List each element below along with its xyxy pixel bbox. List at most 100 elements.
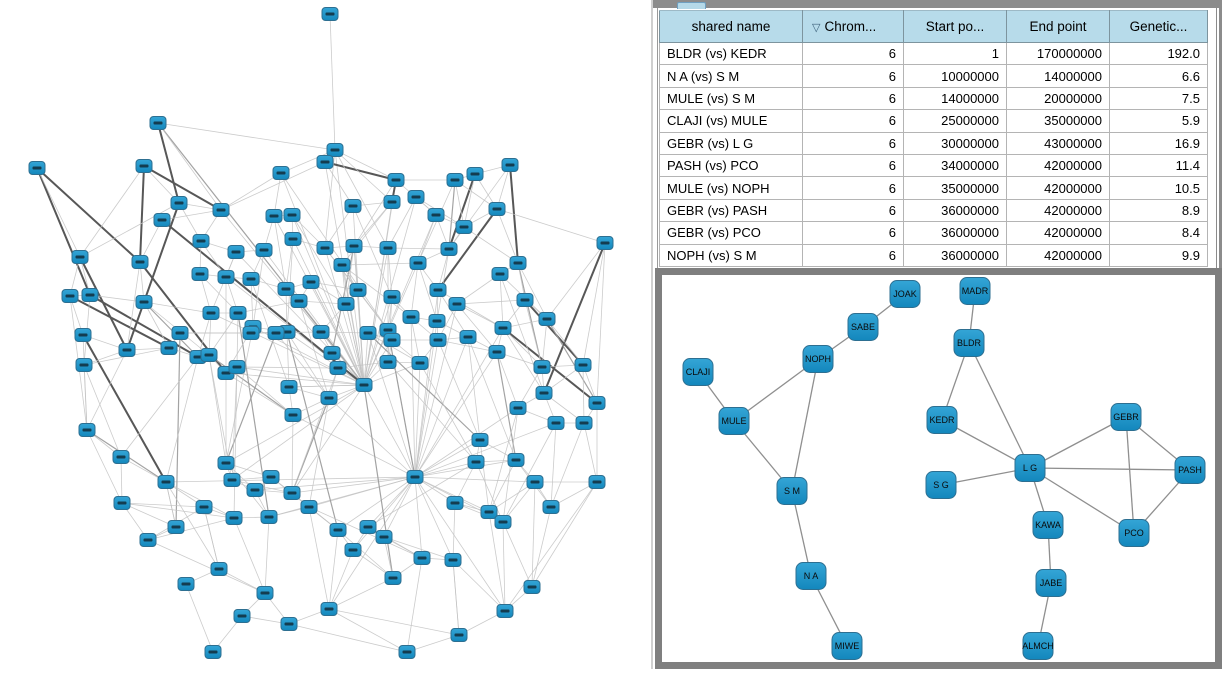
network-node-kedr[interactable] [926, 406, 958, 434]
cell-shared-name[interactable]: PASH (vs) PCO [659, 153, 803, 178]
cell-value[interactable]: 6.6 [1109, 64, 1208, 88]
node-label-sg: S G [933, 480, 949, 490]
table-row[interactable]: GEBR (vs) PCO 6 36000000 42000000 8.4 [659, 221, 1208, 245]
network-node-mule[interactable] [718, 407, 750, 435]
cell-value[interactable]: 11.4 [1109, 153, 1208, 178]
network-edge-noph-sm[interactable] [791, 358, 819, 492]
cell-value[interactable]: 6 [802, 131, 904, 155]
table-row[interactable]: PASH (vs) PCO 6 34000000 42000000 11.4 [659, 153, 1208, 178]
cell-value[interactable]: 30000000 [903, 131, 1007, 155]
network-node-jabe[interactable] [1035, 569, 1067, 597]
cell-value[interactable]: 36000000 [903, 198, 1007, 223]
cell-value[interactable]: 6 [802, 221, 904, 245]
cell-shared-name[interactable]: N A (vs) S M [659, 64, 803, 88]
network-edge-lg-gebr[interactable] [1029, 416, 1127, 469]
cell-value[interactable]: 6 [802, 198, 904, 223]
cell-shared-name[interactable]: GEBR (vs) L G [659, 131, 803, 155]
cell-value[interactable]: 43000000 [1006, 131, 1110, 155]
cell-value[interactable]: 42000000 [1006, 221, 1110, 245]
cell-value[interactable]: 14000000 [1006, 64, 1110, 88]
cell-value[interactable]: 35000000 [1006, 109, 1110, 133]
network-node-noph[interactable] [802, 345, 834, 373]
cell-value[interactable]: 16.9 [1109, 131, 1208, 155]
network-node-almch[interactable] [1022, 632, 1054, 660]
cell-value[interactable]: 10.5 [1109, 176, 1208, 200]
cell-value[interactable]: 170000000 [1006, 41, 1110, 66]
table-panel-tab[interactable] [677, 2, 706, 9]
network-node-claji[interactable] [682, 358, 714, 386]
network-edge-bldr-lg[interactable] [968, 342, 1031, 469]
table-row[interactable]: BLDR (vs) KEDR 6 1 170000000 192.0 [659, 41, 1208, 66]
cell-shared-name[interactable]: MULE (vs) NOPH [659, 176, 803, 200]
cell-value[interactable]: 6 [802, 176, 904, 200]
cell-value[interactable]: 6 [802, 64, 904, 88]
cell-value[interactable]: 6 [802, 86, 904, 111]
network-edge-lg-pash[interactable] [1029, 467, 1191, 471]
network-node-joak[interactable] [889, 280, 921, 308]
cell-value[interactable]: 25000000 [903, 109, 1007, 133]
column-header-chrom-[interactable]: ▽ Chrom... [802, 10, 904, 43]
panel-splitter[interactable] [651, 0, 653, 669]
cell-value[interactable]: 192.0 [1109, 41, 1208, 66]
cell-value[interactable]: 42000000 [1006, 198, 1110, 223]
table-row[interactable]: GEBR (vs) L G 6 30000000 43000000 16.9 [659, 131, 1208, 155]
table-row[interactable]: MULE (vs) S M 6 14000000 20000000 7.5 [659, 86, 1208, 111]
cell-value[interactable]: 20000000 [1006, 86, 1110, 111]
cell-shared-name[interactable]: NOPH (vs) S M [659, 243, 803, 267]
cell-value[interactable]: 34000000 [903, 153, 1007, 178]
cell-value[interactable]: 6 [802, 109, 904, 133]
cell-value[interactable]: 10000000 [903, 64, 1007, 88]
network-node-miwe[interactable] [831, 632, 863, 660]
cell-value[interactable]: 42000000 [1006, 176, 1110, 200]
cell-value[interactable]: 14000000 [903, 86, 1007, 111]
table-row[interactable]: GEBR (vs) PASH 6 36000000 42000000 8.9 [659, 198, 1208, 223]
network-edge [121, 502, 235, 519]
network-node-na[interactable] [795, 562, 827, 590]
column-header-end-point[interactable]: End point [1006, 10, 1110, 43]
subnetwork-canvas[interactable]: JOAK SABE NOPH CLAJI MULE S M N A MIWE MADR BLDR K… [662, 275, 1215, 662]
network-node-sabe[interactable] [847, 313, 879, 341]
table-row[interactable]: MULE (vs) NOPH 6 35000000 42000000 10.5 [659, 176, 1208, 200]
table-row[interactable]: NOPH (vs) S M 6 36000000 42000000 9.9 [659, 243, 1208, 267]
network-node-lg[interactable] [1014, 454, 1046, 482]
network-node-kawa[interactable] [1032, 511, 1064, 539]
column-header-shared-name[interactable]: shared name [659, 10, 803, 43]
network-edge-lg-pco[interactable] [1029, 467, 1135, 534]
network-node-gebr[interactable] [1110, 403, 1142, 431]
cell-value[interactable]: 6 [802, 243, 904, 267]
network-edge [147, 539, 266, 594]
cell-value[interactable]: 7.5 [1109, 86, 1208, 111]
cell-value[interactable]: 35000000 [903, 176, 1007, 200]
table-row[interactable]: N A (vs) S M 6 10000000 14000000 6.6 [659, 64, 1208, 88]
network-node-pco[interactable] [1118, 519, 1150, 547]
cell-shared-name[interactable]: CLAJI (vs) MULE [659, 109, 803, 133]
network-node-sm[interactable] [776, 477, 808, 505]
cell-value[interactable]: 6 [802, 41, 904, 66]
overview-network-canvas[interactable] [0, 0, 652, 669]
cell-value[interactable]: 36000000 [903, 243, 1007, 267]
network-node-pash[interactable] [1174, 456, 1206, 484]
cell-shared-name[interactable]: BLDR (vs) KEDR [659, 41, 803, 66]
network-edge-sm-na[interactable] [791, 490, 812, 577]
cell-value[interactable]: 5.9 [1109, 109, 1208, 133]
cell-value[interactable]: 36000000 [903, 221, 1007, 245]
cell-value[interactable]: 9.9 [1109, 243, 1208, 267]
cell-value[interactable]: 8.9 [1109, 198, 1208, 223]
cell-shared-name[interactable]: GEBR (vs) PASH [659, 198, 803, 223]
filter-icon[interactable]: ▽ [812, 22, 821, 34]
network-node-madr[interactable] [959, 277, 991, 305]
network-edge [517, 262, 548, 320]
cell-value[interactable]: 42000000 [1006, 243, 1110, 267]
column-header-start-po-[interactable]: Start po... [903, 10, 1007, 43]
network-node-bldr[interactable] [953, 329, 985, 357]
table-row[interactable]: CLAJI (vs) MULE 6 25000000 35000000 5.9 [659, 109, 1208, 133]
network-edge-gebr-pco[interactable] [1125, 416, 1135, 534]
cell-shared-name[interactable]: MULE (vs) S M [659, 86, 803, 111]
network-node-sg[interactable] [925, 471, 957, 499]
cell-value[interactable]: 6 [802, 153, 904, 178]
cell-value[interactable]: 8.4 [1109, 221, 1208, 245]
cell-value[interactable]: 42000000 [1006, 153, 1110, 178]
column-header-genetic-[interactable]: Genetic... [1109, 10, 1208, 43]
cell-shared-name[interactable]: GEBR (vs) PCO [659, 221, 803, 245]
cell-value[interactable]: 1 [903, 41, 1007, 66]
